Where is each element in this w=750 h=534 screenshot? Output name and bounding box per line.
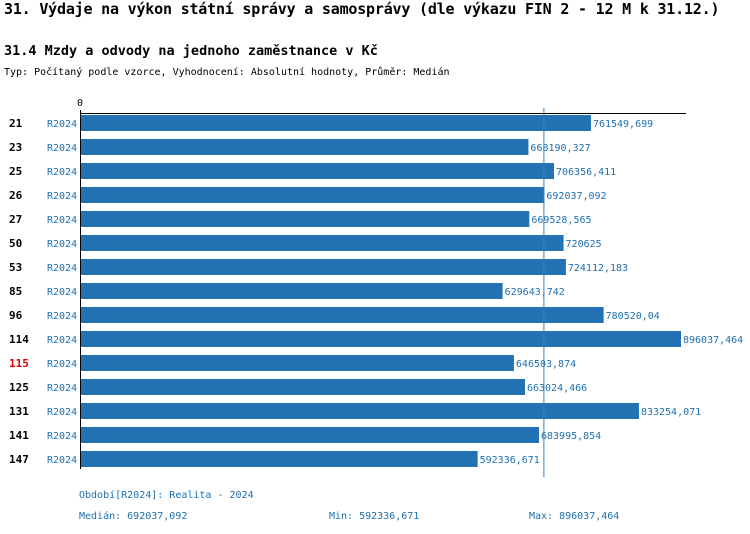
data-label: 646503,874 (516, 359, 576, 370)
period-label: R2024 (47, 215, 77, 226)
bar (81, 163, 554, 179)
bar (81, 187, 545, 203)
chart-subtitle: 31.4 Mzdy a odvody na jednoho zaměstnanc… (4, 43, 378, 59)
footer-max: Max: 896037,464 (529, 511, 620, 522)
category-label: 85 (9, 285, 22, 298)
period-label: R2024 (47, 455, 77, 466)
bar (81, 211, 530, 227)
bar (81, 451, 478, 467)
data-label: 780520,04 (606, 311, 660, 322)
page-title: 31. Výdaje na výkon státní správy a samo… (4, 0, 720, 18)
data-label: 592336,671 (480, 455, 540, 466)
period-label: R2024 (47, 119, 77, 130)
bar (81, 139, 529, 155)
footer-min: Min: 592336,671 (329, 511, 420, 522)
category-label: 147 (9, 453, 29, 466)
category-label: 115 (9, 357, 29, 370)
bar (81, 283, 503, 299)
category-label: 26 (9, 189, 23, 202)
category-label: 96 (9, 309, 23, 322)
footer-median: Medián: 692037,092 (79, 511, 188, 522)
data-label: 720625 (566, 239, 602, 250)
category-label: 53 (9, 261, 22, 274)
period-label: R2024 (47, 143, 77, 154)
data-label: 706356,411 (556, 167, 616, 178)
bar (81, 307, 604, 323)
category-label: 23 (9, 141, 22, 154)
category-label: 25 (9, 165, 22, 178)
bar (81, 235, 564, 251)
period-label: R2024 (47, 359, 77, 370)
bar (81, 355, 514, 371)
period-label: R2024 (47, 287, 77, 298)
footer-period: Období[R2024]: Realita - 2024 (79, 490, 254, 501)
period-label: R2024 (47, 311, 77, 322)
bar (81, 403, 639, 419)
data-label: 833254,071 (641, 407, 701, 418)
data-label: 683995,854 (541, 431, 601, 442)
data-label: 761549,699 (593, 119, 653, 130)
chart-type-description: Typ: Počítaný podle vzorce, Vyhodnocení:… (4, 67, 450, 78)
bar (81, 259, 566, 275)
category-label: 21 (9, 117, 23, 130)
period-label: R2024 (47, 335, 77, 346)
bar (81, 379, 525, 395)
bar (81, 427, 540, 443)
period-label: R2024 (47, 239, 77, 250)
period-label: R2024 (47, 431, 77, 442)
data-label: 669528,565 (531, 215, 591, 226)
period-label: R2024 (47, 383, 77, 394)
bar (81, 115, 591, 131)
data-label: 724112,183 (568, 263, 628, 274)
period-label: R2024 (47, 263, 77, 274)
category-label: 125 (9, 381, 29, 394)
data-label: 668190,327 (530, 143, 590, 154)
data-label: 663024,466 (527, 383, 587, 394)
period-label: R2024 (47, 191, 77, 202)
period-label: R2024 (47, 167, 77, 178)
bar (81, 331, 681, 347)
data-label: 896037,464 (683, 335, 743, 346)
period-label: R2024 (47, 407, 77, 418)
category-label: 27 (9, 213, 22, 226)
data-label: 629643,742 (505, 287, 565, 298)
axis-zero-label: 0 (77, 98, 83, 109)
category-label: 50 (9, 237, 22, 250)
category-label: 131 (9, 405, 29, 418)
category-label: 114 (9, 333, 29, 346)
category-label: 141 (9, 429, 29, 442)
data-label: 692037,092 (546, 191, 606, 202)
